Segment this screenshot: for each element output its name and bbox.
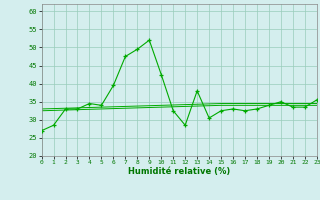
- X-axis label: Humidité relative (%): Humidité relative (%): [128, 167, 230, 176]
